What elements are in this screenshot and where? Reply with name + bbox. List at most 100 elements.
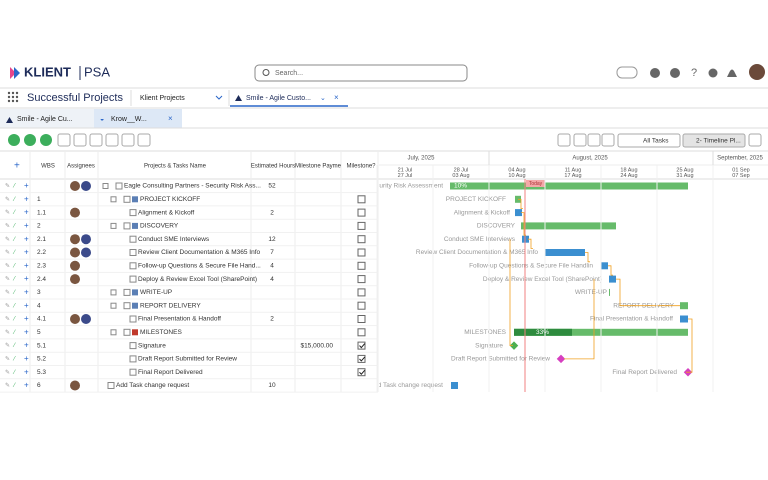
task-name[interactable]: WRITE-UP <box>140 289 172 296</box>
row-move-icon[interactable]: ⁄ <box>12 210 16 216</box>
gantt-bar[interactable] <box>609 275 616 283</box>
task-name[interactable]: MILESTONES <box>140 329 182 336</box>
milestone-checkbox[interactable] <box>357 301 366 310</box>
export-button[interactable] <box>748 133 762 147</box>
task-name[interactable]: Alignment & Kickoff <box>138 209 194 216</box>
milestone-checkbox[interactable] <box>357 195 366 204</box>
milestone-checkbox[interactable] <box>357 261 366 270</box>
milestone-checkbox[interactable] <box>357 328 366 337</box>
row-move-icon[interactable]: ⁄ <box>12 343 16 349</box>
toolbar-buttons[interactable] <box>8 133 615 147</box>
expand-toggle[interactable] <box>102 183 109 189</box>
subtab[interactable] <box>0 109 94 128</box>
row-add-icon[interactable]: + <box>24 208 29 217</box>
row-add-icon[interactable]: + <box>24 181 29 190</box>
row-move-icon[interactable]: ⁄ <box>12 250 16 256</box>
task-name[interactable]: REPORT DELIVERY <box>140 302 201 309</box>
milestone-checkbox[interactable] <box>357 221 366 230</box>
gantt-bar[interactable] <box>451 382 458 389</box>
row-move-icon[interactable]: ⁄ <box>12 223 16 229</box>
row-edit-icon[interactable]: ✎ <box>5 236 10 243</box>
row-move-icon[interactable]: ⁄ <box>12 330 16 336</box>
row-edit-icon[interactable]: ✎ <box>5 289 10 296</box>
gantt-bar[interactable] <box>601 262 608 270</box>
row-add-icon[interactable]: + <box>24 341 29 350</box>
row-edit-icon[interactable]: ✎ <box>5 302 10 309</box>
row-edit-icon[interactable]: ✎ <box>5 196 10 203</box>
user-avatar[interactable] <box>749 64 765 80</box>
row-move-icon[interactable]: ⁄ <box>12 184 16 190</box>
milestone-checkbox[interactable] <box>357 315 366 323</box>
task-name[interactable]: Signature <box>138 342 166 349</box>
row-add-icon[interactable]: + <box>24 301 29 310</box>
row-edit-icon[interactable]: ✎ <box>5 276 10 283</box>
expand-toggle[interactable] <box>110 196 117 203</box>
task-name[interactable]: Final Presentation & Handoff <box>138 316 221 323</box>
row-edit-icon[interactable]: ✎ <box>5 222 10 229</box>
row-edit-icon[interactable]: ✎ <box>5 329 10 336</box>
gantt-bar[interactable] <box>609 288 610 296</box>
row-move-icon[interactable]: ⁄ <box>12 303 16 309</box>
row-edit-icon[interactable]: ✎ <box>5 316 10 323</box>
subtab[interactable] <box>94 109 182 128</box>
gantt-milestone[interactable] <box>556 354 566 364</box>
expand-toggle[interactable] <box>110 302 117 309</box>
active-tab[interactable] <box>230 89 348 106</box>
milestone-checkbox[interactable] <box>357 275 366 284</box>
gantt-bar[interactable] <box>545 249 585 256</box>
task-name[interactable]: Conduct SME Interviews <box>138 236 210 243</box>
row-add-icon[interactable]: + <box>24 288 29 297</box>
gantt-bar[interactable] <box>450 182 688 190</box>
project-selector[interactable]: Klient Projects <box>140 95 185 102</box>
milestone-checkbox[interactable] <box>357 341 366 350</box>
gantt-bar[interactable] <box>680 315 688 323</box>
milestone-checkbox[interactable] <box>357 288 366 297</box>
filter-dropdown[interactable] <box>617 133 681 148</box>
search-box[interactable] <box>254 64 468 82</box>
row-move-icon[interactable]: ⁄ <box>12 277 16 283</box>
row-add-icon[interactable]: + <box>24 314 29 323</box>
milestone-checkbox[interactable] <box>357 368 366 377</box>
gantt-bar[interactable] <box>680 302 688 310</box>
milestone-checkbox[interactable] <box>357 354 366 363</box>
row-move-icon[interactable]: ⁄ <box>12 317 16 323</box>
row-add-icon[interactable]: + <box>24 327 29 336</box>
subtab-label[interactable]: Smile - Agile Cu... <box>17 116 73 123</box>
row-edit-icon[interactable]: ✎ <box>5 183 10 190</box>
dropdown-caret[interactable] <box>215 95 223 100</box>
row-move-icon[interactable]: ⁄ <box>12 290 16 296</box>
row-move-icon[interactable]: ⁄ <box>12 383 16 389</box>
row-edit-icon[interactable]: ✎ <box>5 355 10 362</box>
row-edit-icon[interactable]: ✎ <box>5 369 10 376</box>
row-add-icon[interactable]: + <box>24 234 29 243</box>
row-move-icon[interactable]: ⁄ <box>12 237 16 243</box>
expand-toggle[interactable] <box>110 222 117 229</box>
task-name[interactable]: Follow-up Questions & Secure File Hand..… <box>138 263 261 270</box>
task-name[interactable]: Final Report Delivered <box>138 369 203 376</box>
row-add-icon[interactable]: + <box>24 261 29 270</box>
add-button[interactable]: + <box>14 161 20 172</box>
task-name[interactable]: Deploy & Review Excel Tool (SharePoint) <box>138 276 257 283</box>
row-move-icon[interactable]: ⁄ <box>12 370 16 376</box>
row-add-icon[interactable]: + <box>24 221 29 230</box>
view-dropdown[interactable] <box>682 133 746 148</box>
row-add-icon[interactable]: + <box>24 248 29 257</box>
expand-toggle[interactable] <box>110 329 117 336</box>
task-name[interactable]: PROJECT KICKOFF <box>140 196 200 203</box>
milestone-checkbox[interactable] <box>357 248 366 257</box>
expand-toggle[interactable] <box>110 289 117 296</box>
row-add-icon[interactable]: + <box>24 354 29 363</box>
row-edit-icon[interactable]: ✎ <box>5 249 10 256</box>
row-edit-icon[interactable]: ✎ <box>5 382 10 389</box>
gantt-bar[interactable] <box>515 209 522 217</box>
row-add-icon[interactable]: + <box>24 274 29 283</box>
row-add-icon[interactable]: + <box>24 194 29 203</box>
task-name[interactable]: Draft Report Submitted for Review <box>138 356 237 363</box>
row-move-icon[interactable]: ⁄ <box>12 263 16 269</box>
row-add-icon[interactable]: + <box>24 381 29 390</box>
gantt-milestone[interactable] <box>509 341 519 350</box>
gantt-bar[interactable] <box>521 222 616 230</box>
task-name[interactable]: Eagle Consulting Partners - Security Ris… <box>124 183 261 190</box>
task-name[interactable]: DISCOVERY <box>140 223 179 230</box>
task-name[interactable]: Review Client Documentation & M365 Info <box>138 249 261 256</box>
